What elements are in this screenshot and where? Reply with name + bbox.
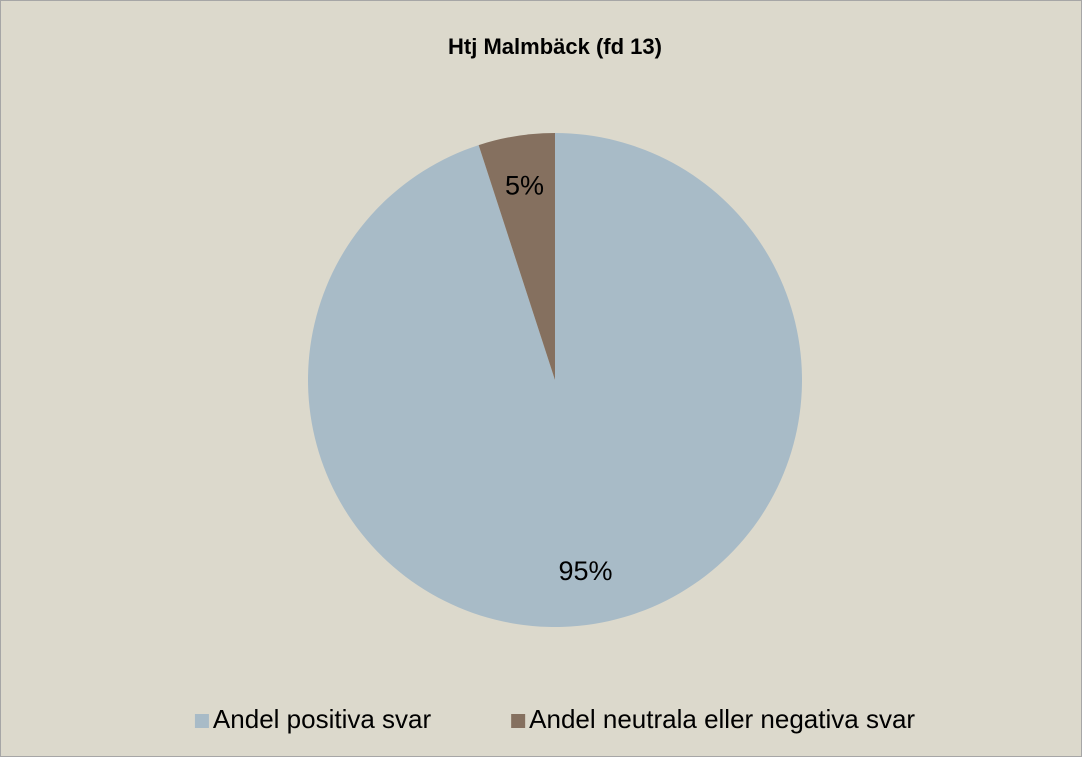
legend-marker (511, 714, 526, 728)
data-label: 95% (559, 556, 613, 586)
legend-label: Andel positiva svar (213, 704, 432, 734)
legend-label: Andel neutrala eller negativa svar (529, 704, 915, 734)
legend-marker (194, 714, 209, 728)
legend: Andel positiva svar Andel neutrala eller … (194, 704, 915, 734)
data-label: 5% (505, 170, 544, 200)
pie-slice (307, 133, 802, 627)
chart-title: Htj Malmbäck (fd 13) (448, 34, 662, 59)
pie-slice (478, 133, 555, 380)
